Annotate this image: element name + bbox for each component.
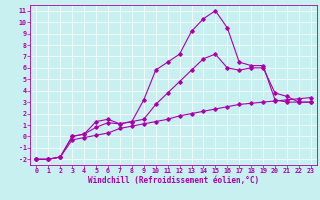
- X-axis label: Windchill (Refroidissement éolien,°C): Windchill (Refroidissement éolien,°C): [88, 176, 259, 185]
